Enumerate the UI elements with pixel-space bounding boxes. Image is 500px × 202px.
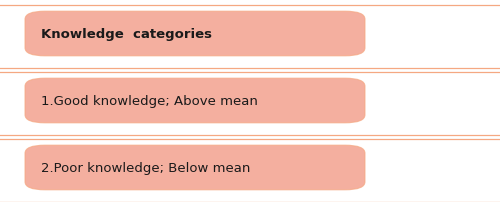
Text: 1.Good knowledge; Above mean: 1.Good knowledge; Above mean	[41, 95, 258, 107]
Text: Knowledge  categories: Knowledge categories	[41, 28, 212, 41]
Text: 2.Poor knowledge; Below mean: 2.Poor knowledge; Below mean	[41, 161, 250, 174]
FancyBboxPatch shape	[25, 79, 365, 123]
FancyBboxPatch shape	[25, 145, 365, 190]
FancyBboxPatch shape	[25, 12, 365, 57]
